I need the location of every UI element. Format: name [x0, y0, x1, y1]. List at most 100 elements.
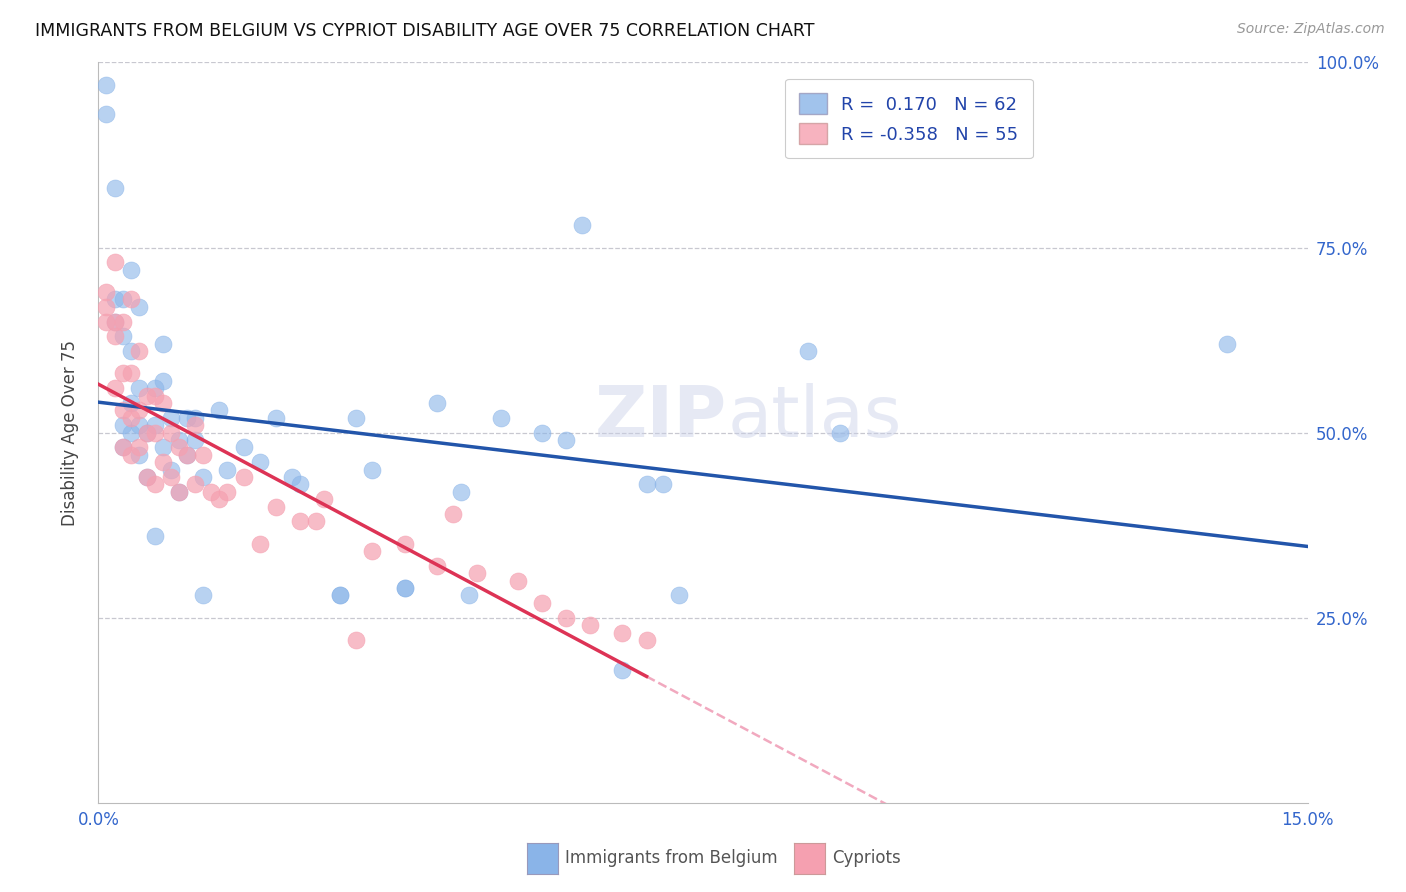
Point — [120, 448, 142, 462]
Point — [128, 418, 150, 433]
Point — [152, 396, 174, 410]
Point — [167, 484, 190, 499]
Point — [103, 329, 125, 343]
Point — [96, 300, 118, 314]
Point — [103, 255, 125, 269]
Point — [167, 484, 190, 499]
Point — [143, 477, 166, 491]
Point — [249, 455, 271, 469]
Point — [135, 470, 157, 484]
Point — [120, 396, 142, 410]
Point — [120, 410, 142, 425]
Point — [111, 293, 134, 307]
Point — [232, 441, 254, 455]
Point — [184, 477, 207, 491]
Point — [193, 470, 215, 484]
Point — [465, 566, 488, 581]
Point — [111, 367, 134, 381]
Point — [143, 381, 166, 395]
Point — [636, 632, 658, 647]
Point — [111, 441, 134, 455]
Point — [828, 425, 851, 440]
Point — [344, 410, 367, 425]
Point — [176, 410, 198, 425]
Point — [506, 574, 529, 588]
Point — [128, 441, 150, 455]
Point — [491, 410, 513, 425]
Point — [143, 388, 166, 402]
Point — [96, 314, 118, 328]
Point — [111, 418, 134, 433]
Point — [264, 500, 287, 514]
Point — [167, 433, 190, 447]
Point — [120, 262, 142, 277]
Point — [111, 441, 134, 455]
Point — [128, 381, 150, 395]
Point — [143, 418, 166, 433]
Point — [120, 344, 142, 359]
Point — [111, 403, 134, 417]
Point — [281, 470, 304, 484]
Point — [176, 448, 198, 462]
Point — [394, 581, 416, 595]
Point — [217, 484, 239, 499]
Point — [184, 410, 207, 425]
Point — [128, 403, 150, 417]
Point — [152, 455, 174, 469]
Point — [96, 107, 118, 121]
Point — [135, 388, 157, 402]
Point — [555, 433, 578, 447]
Point — [344, 632, 367, 647]
Point — [96, 285, 118, 299]
Point — [143, 425, 166, 440]
Text: Immigrants from Belgium: Immigrants from Belgium — [565, 849, 778, 867]
Point — [208, 492, 231, 507]
Point — [152, 336, 174, 351]
Point — [579, 618, 602, 632]
Point — [329, 589, 352, 603]
Point — [797, 344, 820, 359]
Point — [103, 293, 125, 307]
Point — [361, 544, 384, 558]
Point — [361, 462, 384, 476]
Point — [193, 589, 215, 603]
Point — [668, 589, 690, 603]
Point — [394, 536, 416, 550]
Point — [612, 625, 634, 640]
Point — [530, 596, 553, 610]
Point — [651, 477, 673, 491]
Point — [193, 448, 215, 462]
Point — [167, 441, 190, 455]
Point — [1216, 336, 1239, 351]
Point — [555, 610, 578, 624]
Point — [111, 329, 134, 343]
Point — [111, 314, 134, 328]
Point — [176, 448, 198, 462]
Point — [232, 470, 254, 484]
Point — [441, 507, 464, 521]
Point — [426, 396, 449, 410]
Point — [450, 484, 472, 499]
Point — [96, 78, 118, 92]
Point — [305, 515, 328, 529]
Point — [314, 492, 336, 507]
Text: Cypriots: Cypriots — [832, 849, 901, 867]
Point — [458, 589, 481, 603]
Point — [120, 367, 142, 381]
Legend: R =  0.170   N = 62, R = -0.358   N = 55: R = 0.170 N = 62, R = -0.358 N = 55 — [785, 78, 1032, 159]
Point — [160, 470, 183, 484]
Point — [264, 410, 287, 425]
Point — [217, 462, 239, 476]
Point — [612, 663, 634, 677]
Point — [184, 433, 207, 447]
Point — [135, 425, 157, 440]
Point — [128, 448, 150, 462]
Text: Source: ZipAtlas.com: Source: ZipAtlas.com — [1237, 22, 1385, 37]
Point — [530, 425, 553, 440]
Text: ZIP: ZIP — [595, 384, 727, 452]
Point — [394, 581, 416, 595]
Point — [426, 558, 449, 573]
Point — [135, 470, 157, 484]
Point — [128, 344, 150, 359]
Point — [128, 300, 150, 314]
